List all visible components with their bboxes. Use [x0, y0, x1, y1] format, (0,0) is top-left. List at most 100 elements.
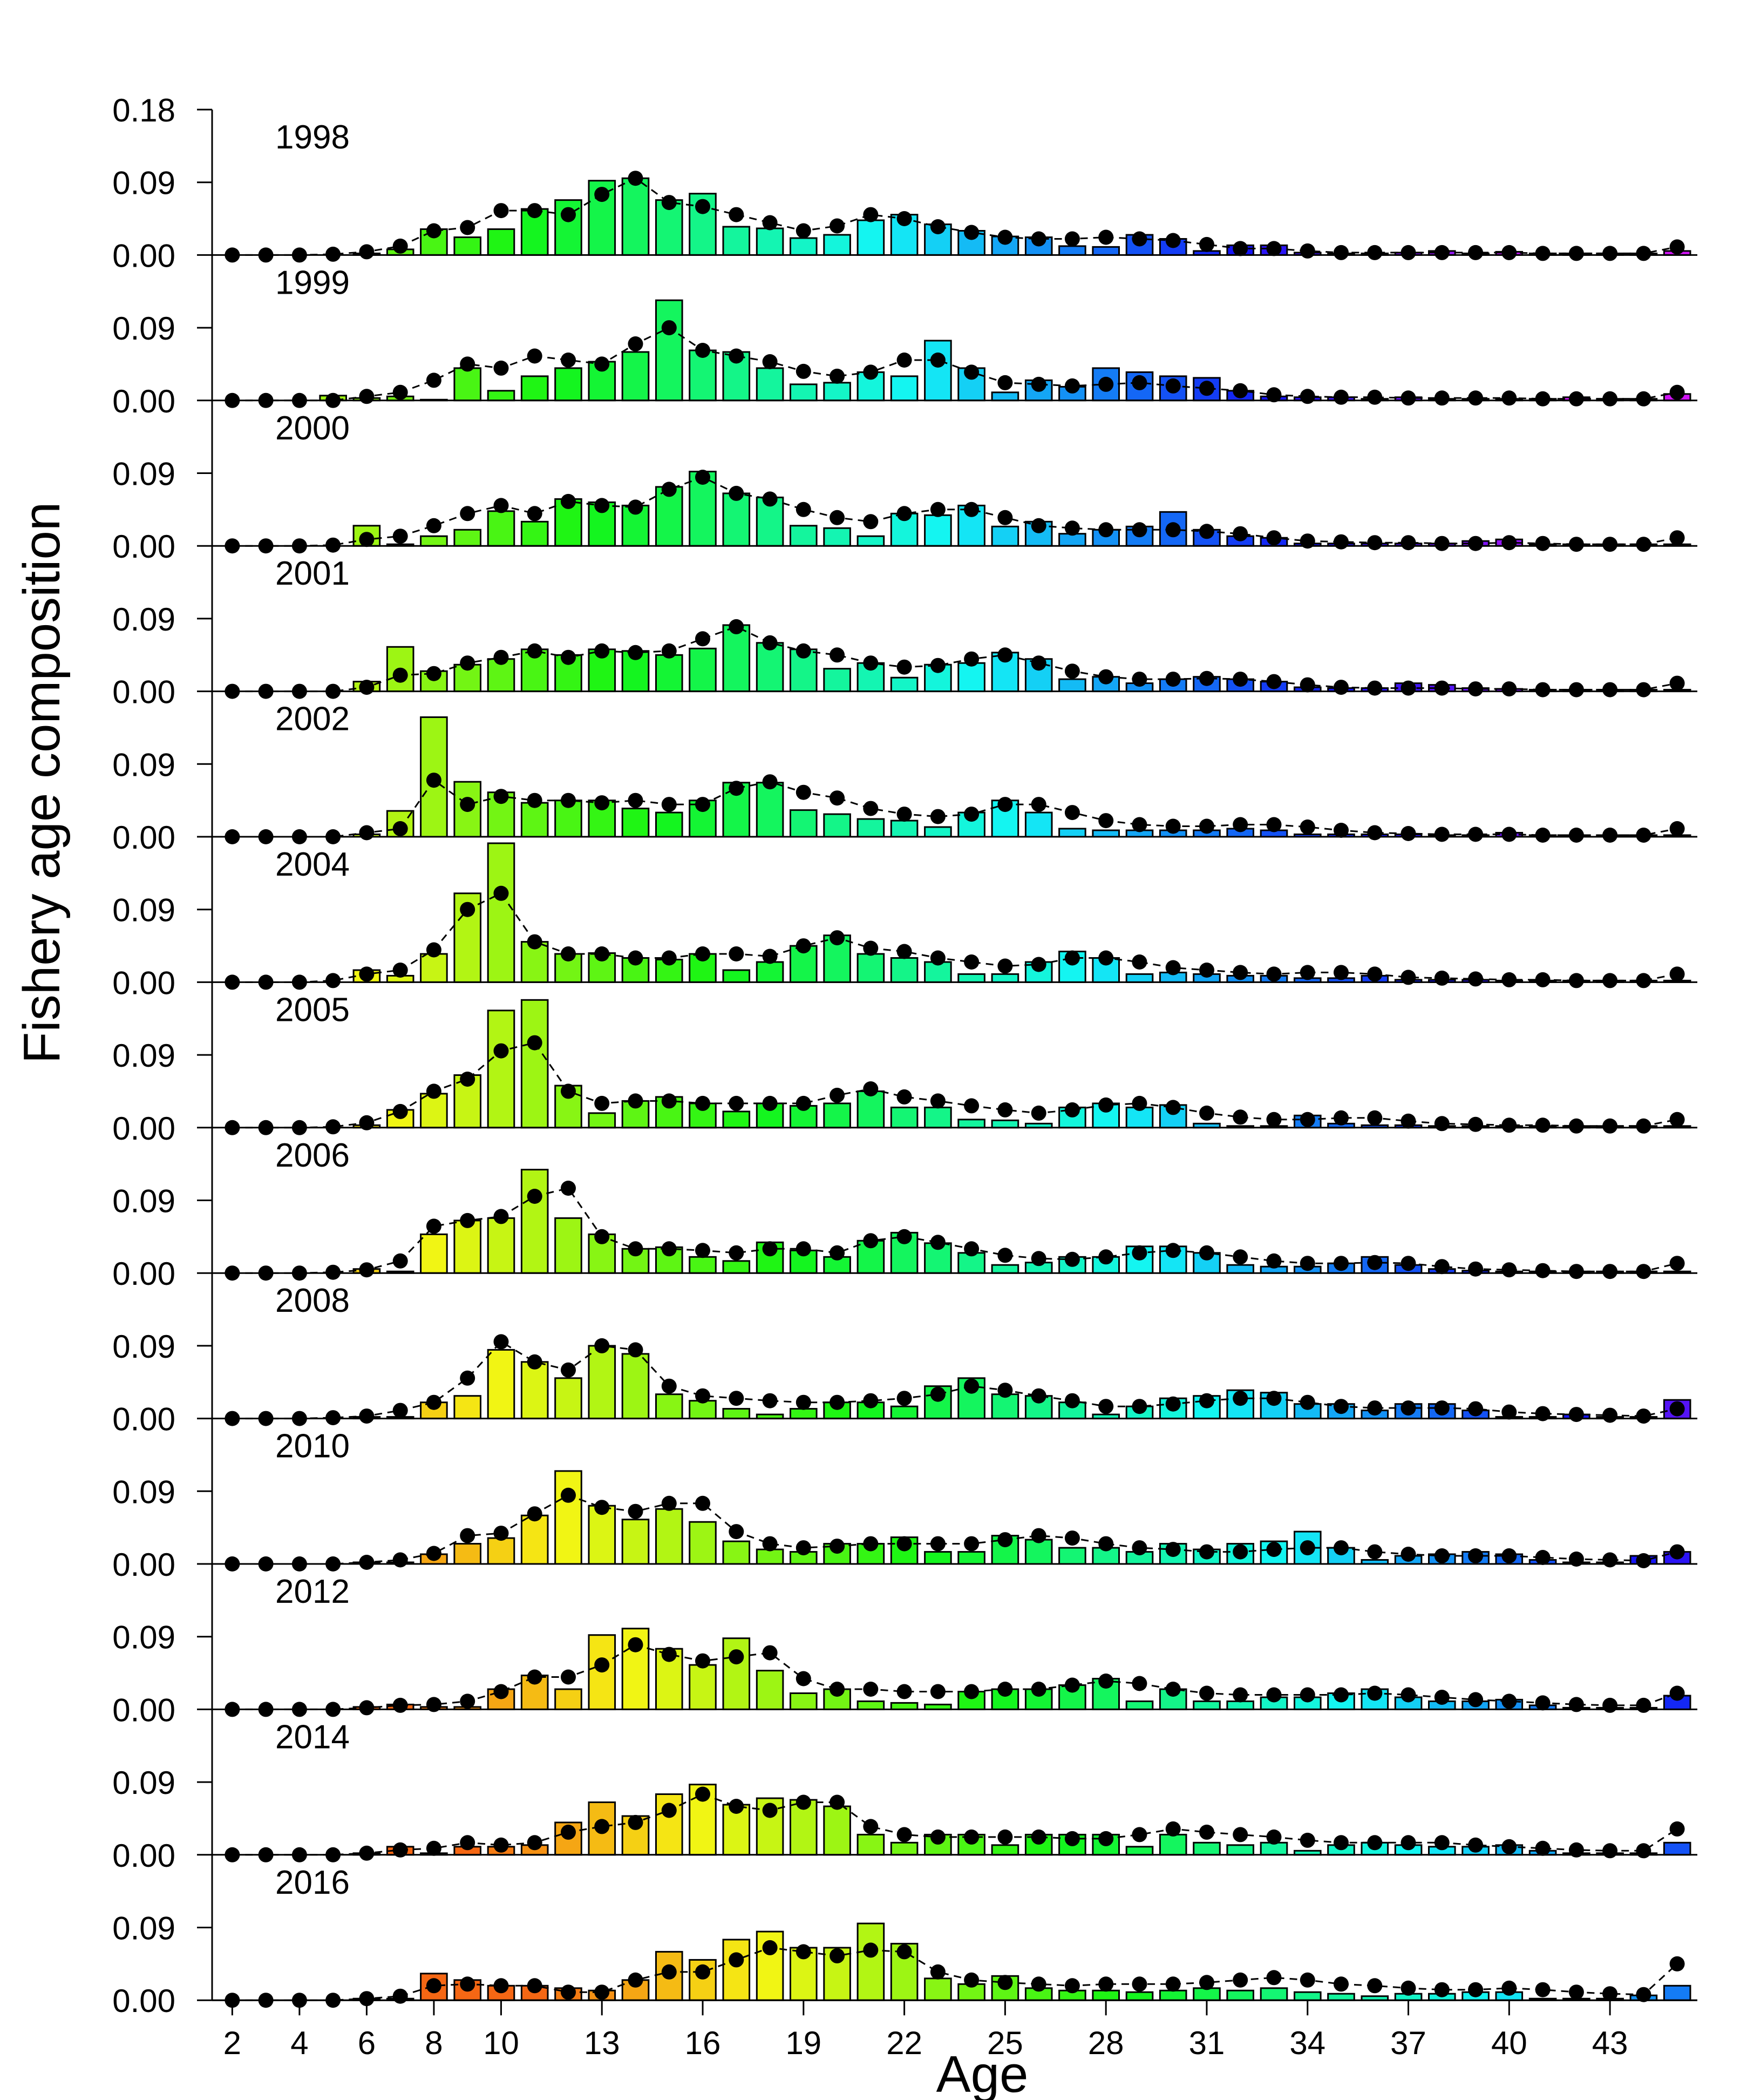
point-2000-age-38 [1434, 536, 1450, 551]
point-2004-age-16 [695, 946, 710, 961]
y-tick-label-2000-0: 0.09 [112, 456, 175, 492]
point-2000-age-42 [1568, 537, 1584, 552]
point-2001-age-7 [392, 667, 408, 683]
point-2006-age-11 [527, 1189, 542, 1204]
bar-1998-age-14 [621, 177, 650, 256]
point-2008-age-44 [1636, 1408, 1651, 1424]
point-2004-age-37 [1401, 970, 1416, 985]
point-2016-age-21 [863, 1942, 879, 1958]
point-2001-age-25 [997, 647, 1013, 663]
point-2001-age-38 [1434, 680, 1450, 696]
point-1999-age-10 [493, 360, 509, 376]
point-1999-age-30 [1165, 378, 1181, 394]
point-2010-age-33 [1266, 1542, 1282, 1557]
bar-2010-age-15 [655, 1508, 683, 1565]
point-2005-age-16 [695, 1095, 710, 1111]
point-2016-age-9 [460, 1976, 475, 1992]
bar-2016-age-17 [722, 1939, 751, 2001]
point-2005-age-31 [1199, 1105, 1214, 1121]
point-2005-age-35 [1334, 1110, 1349, 1126]
bar-1999-age-9 [453, 367, 482, 402]
point-2006-age-14 [628, 1241, 643, 1257]
point-2010-age-36 [1367, 1544, 1383, 1560]
point-2016-age-37 [1401, 1980, 1416, 1996]
point-2002-age-6 [359, 825, 375, 841]
bar-1998-age-18 [756, 227, 784, 256]
point-2004-age-7 [392, 963, 408, 978]
point-2006-age-43 [1602, 1264, 1618, 1279]
point-2014-age-43 [1602, 1843, 1618, 1859]
bar-1998-age-28 [1092, 246, 1120, 256]
point-2006-age-8 [426, 1218, 441, 1234]
point-2000-age-14 [628, 499, 643, 515]
predicted-line-2008 [232, 1340, 1677, 1420]
point-2000-age-32 [1233, 526, 1248, 541]
point-2010-age-45 [1669, 1544, 1685, 1560]
point-1999-age-26 [1031, 376, 1046, 392]
bar-1999-age-11 [520, 375, 549, 402]
point-2008-age-34 [1300, 1394, 1315, 1410]
point-2014-age-9 [460, 1835, 475, 1851]
bar-2012-age-18 [756, 1670, 784, 1710]
point-2006-age-37 [1401, 1256, 1416, 1271]
bar-2014-age-22 [890, 1841, 919, 1856]
bar-2008-age-14 [621, 1353, 650, 1420]
point-1999-age-19 [796, 363, 811, 379]
point-2004-age-33 [1266, 966, 1282, 982]
bar-2006-age-9 [453, 1220, 482, 1274]
bar-2014-age-31 [1193, 1841, 1221, 1856]
point-2010-age-43 [1602, 1552, 1618, 1568]
point-2005-age-14 [628, 1093, 643, 1109]
point-2012-age-42 [1568, 1697, 1584, 1712]
point-2006-age-24 [964, 1241, 980, 1257]
point-2004-age-22 [896, 944, 912, 959]
bar-2006-age-11 [520, 1169, 549, 1274]
point-2010-age-23 [930, 1536, 946, 1552]
point-1999-age-16 [695, 343, 710, 358]
bar-1998-age-20 [823, 234, 851, 256]
bar-2010-age-11 [520, 1514, 549, 1565]
point-2008-age-22 [896, 1391, 912, 1406]
point-2001-age-33 [1266, 674, 1282, 689]
point-2000-age-26 [1031, 518, 1046, 533]
point-2016-age-22 [896, 1944, 912, 1960]
panel-2012: 0.09 0.00 2012 [112, 1573, 1697, 1728]
bar-2014-age-21 [856, 1833, 885, 1856]
point-2008-age-16 [695, 1388, 710, 1404]
panel-year-label-2016: 2016 [275, 1864, 350, 1901]
point-1999-age-38 [1434, 390, 1450, 406]
y-tick-label-1998-1: 0.09 [112, 165, 175, 201]
point-2014-age-22 [896, 1827, 912, 1842]
point-2000-age-39 [1468, 536, 1484, 551]
point-2010-age-41 [1535, 1550, 1551, 1565]
point-2010-age-18 [762, 1536, 778, 1552]
point-2004-age-20 [830, 930, 845, 946]
bar-2014-age-32 [1226, 1844, 1254, 1856]
point-2008-age-6 [359, 1408, 375, 1424]
point-2014-age-26 [1031, 1829, 1046, 1845]
point-2016-age-19 [796, 1944, 811, 1960]
point-2001-age-45 [1669, 675, 1685, 691]
point-2012-age-14 [628, 1637, 643, 1652]
bar-1998-age-21 [856, 219, 885, 256]
point-2001-age-29 [1132, 672, 1147, 687]
bar-2010-age-16 [689, 1521, 717, 1565]
point-2016-age-12 [561, 1984, 576, 2000]
point-2004-age-32 [1233, 965, 1248, 980]
point-2000-age-22 [896, 506, 912, 521]
bar-2010-age-17 [722, 1540, 751, 1565]
point-2012-age-23 [930, 1684, 946, 1699]
point-2002-age-9 [460, 797, 475, 812]
bar-2016-age-32 [1226, 1989, 1254, 2001]
point-2001-age-42 [1568, 682, 1584, 697]
point-2010-age-19 [796, 1540, 811, 1556]
point-2004-age-26 [1031, 957, 1046, 972]
predicted-line-2006 [232, 1187, 1677, 1274]
x-tick-label-43: 43 [1592, 2025, 1628, 2061]
y-tick-label-2005-0: 0.09 [112, 1038, 175, 1074]
point-2016-age-18 [762, 1940, 778, 1955]
point-2010-age-10 [493, 1526, 509, 1541]
x-tick-label-13: 13 [584, 2025, 620, 2061]
point-2004-age-27 [1064, 950, 1080, 966]
point-2012-age-27 [1064, 1677, 1080, 1693]
